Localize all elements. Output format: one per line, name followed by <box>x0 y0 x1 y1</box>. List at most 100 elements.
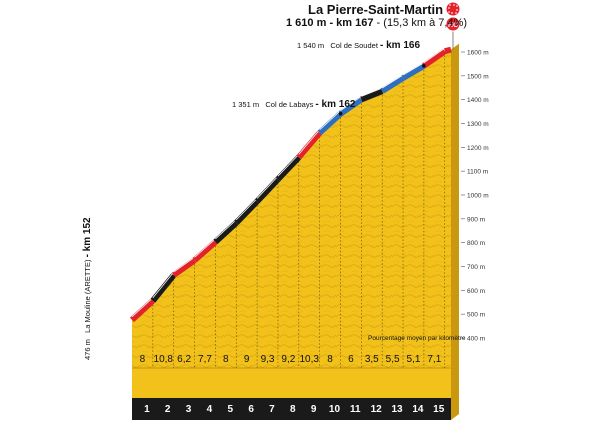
gradient-label: 7,7 <box>198 354 212 365</box>
km-marker-label: 12 <box>371 404 383 415</box>
gradient-label: 10,3 <box>299 354 319 365</box>
y-axis-tick-label: 600 m <box>467 288 485 295</box>
y-axis-tick-label: 1100 m <box>467 169 488 176</box>
profile-segment <box>317 111 343 136</box>
gradient-label: 7,1 <box>427 354 441 365</box>
profile-highlight <box>256 175 279 199</box>
profile-highlight <box>235 198 258 221</box>
profile-segment <box>234 199 260 225</box>
profile-segment <box>401 63 426 81</box>
km-marker-label: 14 <box>412 404 424 415</box>
profile-segment <box>296 130 322 160</box>
profile-segment <box>129 298 155 323</box>
terrain-fill <box>132 49 451 368</box>
profile-segment <box>338 96 364 117</box>
waypoint-altitude: 1 540 m <box>297 41 325 50</box>
profile-highlight <box>340 96 362 112</box>
y-axis-tick-label: 500 m <box>467 312 485 319</box>
hc-badge <box>445 16 461 32</box>
waypoint-col-de-soudet: 1 540 m Col de Soudet - km 166 <box>297 40 421 51</box>
waypoint-name: Col de Labays <box>265 100 314 109</box>
profile-segment <box>254 177 281 204</box>
profile-highlight <box>215 219 237 240</box>
km-marker-label: 2 <box>165 404 171 415</box>
summit-climb-stats: (15,3 km à 7,4%) <box>383 17 468 29</box>
profile-segment <box>380 75 405 94</box>
profile-segment <box>275 155 301 182</box>
gradient-label: 5,1 <box>407 354 421 365</box>
y-axis-tick-label: 1200 m <box>467 145 489 152</box>
profile-segment <box>150 273 177 303</box>
profile-highlight <box>361 87 383 97</box>
gradient-label: 10,8 <box>154 354 174 365</box>
km-marker-label: 10 <box>329 404 341 415</box>
km-marker-label: 1 <box>144 404 150 415</box>
profile-segment <box>213 220 239 245</box>
profile-segment <box>422 48 447 69</box>
gradient-label: 9,2 <box>281 354 295 365</box>
km-marker-label: 7 <box>269 404 275 415</box>
gradient-label: 6,2 <box>177 354 191 365</box>
profile-segment <box>171 257 197 278</box>
y-axis-tick-label: 1600 m <box>467 50 489 57</box>
profile-highlight <box>319 110 341 131</box>
label-layer: 400 m 500 m 600 m 700 m 800 m 900 m 1000 m 1100… <box>140 1 489 415</box>
waypoint-altitude: 1 351 m <box>232 100 260 109</box>
y-axis-tick-label: 900 m <box>467 216 485 223</box>
summit-km: km 167 <box>336 17 374 29</box>
profile-highlight <box>152 271 175 299</box>
km-scale-band <box>132 398 451 420</box>
waypoint-km: km 166 <box>386 40 421 51</box>
finish-flag-checker <box>448 4 458 14</box>
hc-badge-label: HC <box>448 22 458 29</box>
profile-segment <box>360 88 384 103</box>
km-marker-label: 3 <box>186 404 192 415</box>
profile-highlight <box>423 47 445 64</box>
km-marker-label: 8 <box>290 404 296 415</box>
km-marker-label: 6 <box>248 404 254 415</box>
profile-segment <box>192 239 218 263</box>
start-point-label: 476 m La Mouline (ARETTE) - km 152 <box>82 217 93 360</box>
start-name: La Mouline (ARETTE) <box>83 259 92 333</box>
gradient-label: 5,5 <box>386 354 400 365</box>
gradient-label: 8 <box>223 354 229 365</box>
waypoint-dot <box>422 64 426 68</box>
waypoint-name: Col de Soudet <box>330 41 378 50</box>
profile-highlight <box>277 154 300 177</box>
summit-name: La Pierre-Saint-Martin <box>308 2 444 17</box>
km-marker-label: 11 <box>350 404 361 415</box>
y-axis-tick-label: 1400 m <box>467 97 489 104</box>
start-altitude: 476 m <box>83 339 92 360</box>
profile-highlight <box>402 62 425 76</box>
gradient-label: 9 <box>244 354 250 365</box>
km-marker-label: 5 <box>227 404 233 415</box>
profile-highlight <box>131 297 154 318</box>
gradient-caption: Pourcentage moyen par kilomètre <box>368 335 466 342</box>
profile-highlight <box>381 74 404 89</box>
y-axis-tick-label: 700 m <box>467 264 485 271</box>
summit-details: 1 610 m - km 167 - (15,3 km à 7,4%) <box>286 17 468 29</box>
profile-highlight <box>173 256 195 273</box>
profile-highlight <box>194 238 216 258</box>
profile-line-layer <box>129 46 452 323</box>
profile-segment <box>443 46 452 55</box>
finish-flag-icon <box>445 1 461 17</box>
y-axis-tick-label: 400 m <box>467 336 485 343</box>
y-axis-tick-label: 1300 m <box>467 121 489 128</box>
y-axis-tick-label: 1000 m <box>467 193 489 200</box>
waypoint-dot <box>338 111 343 116</box>
waypoint-col-de-labays: 1 351 m Col de Labays - km 162 <box>232 99 356 110</box>
gradient-label: 3,5 <box>365 354 379 365</box>
km-marker-label: 15 <box>433 404 445 415</box>
y-axis-tick-label: 1500 m <box>467 73 489 80</box>
km-grid-layer <box>152 55 446 368</box>
summit-altitude: 1 610 m <box>286 17 327 29</box>
km-marker-label: 9 <box>311 404 317 415</box>
gradient-label: 8 <box>327 354 333 365</box>
terrain-layer <box>132 43 459 420</box>
gradient-label: 6 <box>348 354 354 365</box>
y-axis-tick-label: 800 m <box>467 240 485 247</box>
gradient-label: 9,3 <box>261 354 275 365</box>
